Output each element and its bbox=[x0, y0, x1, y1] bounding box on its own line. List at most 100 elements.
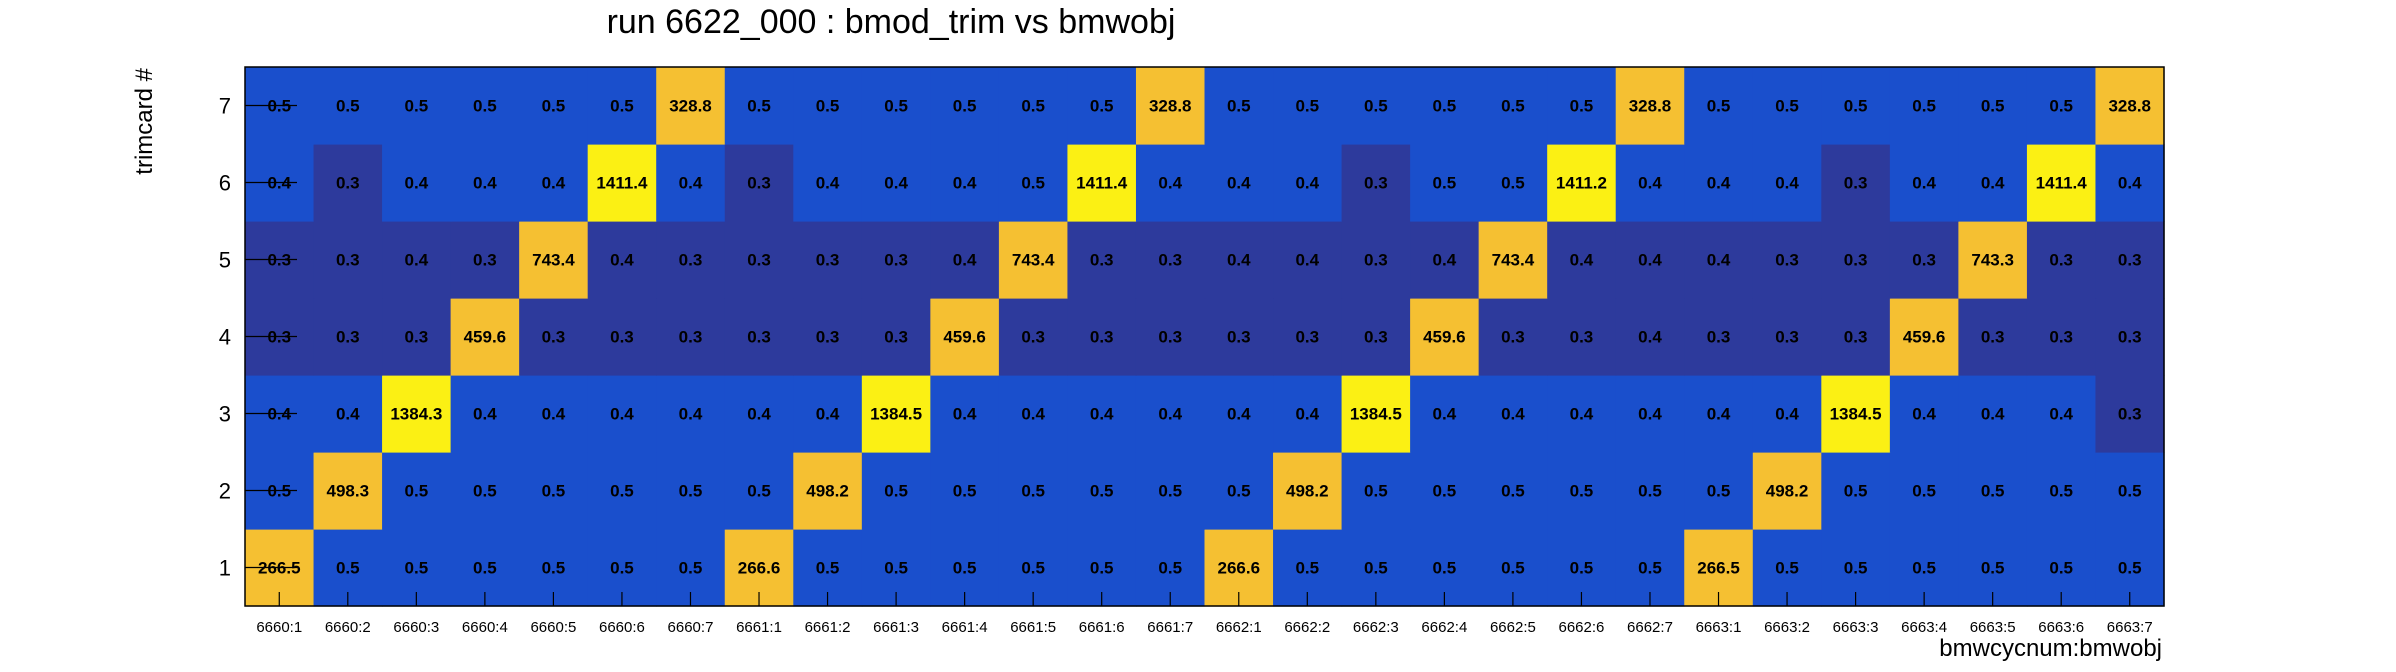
cell-value-label: 0.4 bbox=[953, 251, 977, 270]
cell-value-label: 0.5 bbox=[1021, 174, 1045, 193]
cell-value-label: 0.3 bbox=[1707, 328, 1731, 347]
heatmap-cell bbox=[313, 452, 383, 530]
heatmap-cell bbox=[861, 221, 931, 299]
cell-value-label: 0.5 bbox=[405, 97, 429, 116]
heatmap-cell bbox=[382, 452, 452, 530]
cell-value-label: 266.5 bbox=[1697, 559, 1740, 578]
cell-value-label: 0.3 bbox=[816, 328, 840, 347]
cell-value-label: 0.4 bbox=[884, 174, 908, 193]
cell-value-label: 0.5 bbox=[1227, 97, 1251, 116]
cell-value-label: 0.4 bbox=[336, 405, 360, 424]
heatmap-cell bbox=[1547, 221, 1617, 299]
heatmap-cell bbox=[1547, 375, 1617, 453]
cell-value-label: 0.3 bbox=[1912, 251, 1936, 270]
heatmap-cell bbox=[656, 144, 726, 222]
cell-value-label: 0.5 bbox=[405, 559, 429, 578]
heatmap-cell bbox=[1410, 298, 1480, 376]
heatmap-cell bbox=[724, 67, 794, 145]
heatmap-cell bbox=[587, 452, 657, 530]
heatmap-cell bbox=[930, 144, 1000, 222]
x-tick-label: 6663:2 bbox=[1764, 619, 1810, 636]
cell-value-label: 0.5 bbox=[679, 482, 703, 501]
heatmap-cell bbox=[656, 298, 726, 376]
heatmap-cell bbox=[1204, 221, 1274, 299]
cell-value-label: 1411.4 bbox=[1076, 174, 1128, 193]
heatmap-cell bbox=[1478, 375, 1548, 453]
heatmap-cell bbox=[793, 375, 863, 453]
y-tick-label: 2 bbox=[219, 479, 231, 504]
cell-value-label: 0.4 bbox=[610, 405, 634, 424]
heatmap-cell bbox=[998, 144, 1069, 222]
heatmap-cell bbox=[724, 375, 794, 453]
y-tick-label: 3 bbox=[219, 402, 231, 427]
cell-value-label: 0.3 bbox=[542, 328, 566, 347]
heatmap-cell bbox=[1341, 144, 1411, 222]
heatmap-cell bbox=[587, 67, 657, 145]
heatmap-cell bbox=[1478, 144, 1548, 222]
cell-value-label: 0.3 bbox=[1158, 328, 1182, 347]
cell-value-label: 0.5 bbox=[1433, 559, 1457, 578]
heatmap-cell bbox=[930, 298, 1000, 376]
x-axis-title: bmwcycnum:bmwobj bbox=[1939, 635, 2162, 662]
cell-value-label: 0.5 bbox=[1158, 559, 1182, 578]
cell-value-label: 0.5 bbox=[1090, 559, 1114, 578]
heatmap-cell bbox=[313, 298, 383, 376]
cell-value-label: 0.5 bbox=[473, 97, 497, 116]
heatmap-cell bbox=[1341, 452, 1411, 530]
cell-value-label: 0.4 bbox=[953, 405, 977, 424]
cell-value-label: 328.8 bbox=[669, 97, 712, 116]
heatmap-cell bbox=[2026, 452, 2097, 530]
cell-value-label: 0.4 bbox=[542, 174, 566, 193]
heatmap-cell bbox=[1821, 221, 1891, 299]
heatmap-cell bbox=[313, 221, 383, 299]
heatmap-cell bbox=[1615, 452, 1685, 530]
heatmap-cell bbox=[1958, 298, 2028, 376]
heatmap-cell bbox=[450, 67, 520, 145]
cell-value-label: 0.3 bbox=[747, 174, 771, 193]
cell-value-label: 0.5 bbox=[1501, 482, 1525, 501]
heatmap-cell bbox=[1752, 298, 1822, 376]
y-tick-label: 6 bbox=[219, 171, 231, 196]
heatmap-cell bbox=[382, 144, 452, 222]
heatmap-cell bbox=[998, 375, 1069, 453]
cell-value-label: 0.3 bbox=[1570, 328, 1594, 347]
heatmap-cell bbox=[1135, 298, 1206, 376]
cell-value-label: 0.5 bbox=[2049, 482, 2073, 501]
cell-value-label: 0.5 bbox=[1638, 482, 1662, 501]
cell-value-label: 0.4 bbox=[610, 251, 634, 270]
heatmap-cell bbox=[1067, 67, 1137, 145]
cell-value-label: 328.8 bbox=[2108, 97, 2151, 116]
cell-value-label: 0.5 bbox=[953, 559, 977, 578]
heatmap-cell bbox=[450, 298, 520, 376]
cell-value-label: 0.5 bbox=[1844, 559, 1868, 578]
cell-value-label: 1384.5 bbox=[1350, 405, 1402, 424]
heatmap-cell bbox=[1684, 452, 1754, 530]
cell-value-label: 0.3 bbox=[1775, 328, 1799, 347]
cell-value-label: 0.4 bbox=[405, 174, 429, 193]
cell-value-label: 0.5 bbox=[1775, 97, 1799, 116]
heatmap-cell bbox=[861, 452, 931, 530]
cell-value-label: 0.3 bbox=[1364, 174, 1388, 193]
cell-value-label: 0.3 bbox=[747, 328, 771, 347]
heatmap-cell bbox=[930, 221, 1000, 299]
heatmap-cell bbox=[1821, 67, 1891, 145]
heatmap-cell bbox=[1067, 144, 1137, 222]
cell-value-label: 1411.4 bbox=[2036, 174, 2088, 193]
heatmap-cell bbox=[1135, 67, 1206, 145]
cell-value-label: 0.5 bbox=[1364, 559, 1388, 578]
heatmap-cell bbox=[930, 67, 1000, 145]
cell-value-label: 0.5 bbox=[747, 97, 771, 116]
cell-value-label: 0.4 bbox=[473, 405, 497, 424]
x-tick-label: 6660:3 bbox=[393, 619, 439, 636]
cell-value-label: 0.4 bbox=[1707, 405, 1731, 424]
heatmap-cell bbox=[1889, 298, 1959, 376]
x-tick-label: 6661:7 bbox=[1147, 619, 1193, 636]
cell-value-label: 0.5 bbox=[1433, 482, 1457, 501]
heatmap-cell bbox=[793, 144, 863, 222]
cell-value-label: 0.5 bbox=[1570, 482, 1594, 501]
cell-value-label: 0.4 bbox=[1227, 405, 1251, 424]
cell-value-label: 0.5 bbox=[336, 97, 360, 116]
heatmap-cell bbox=[2095, 144, 2165, 222]
cell-value-label: 0.5 bbox=[2049, 97, 2073, 116]
cell-value-label: 498.2 bbox=[806, 482, 849, 501]
